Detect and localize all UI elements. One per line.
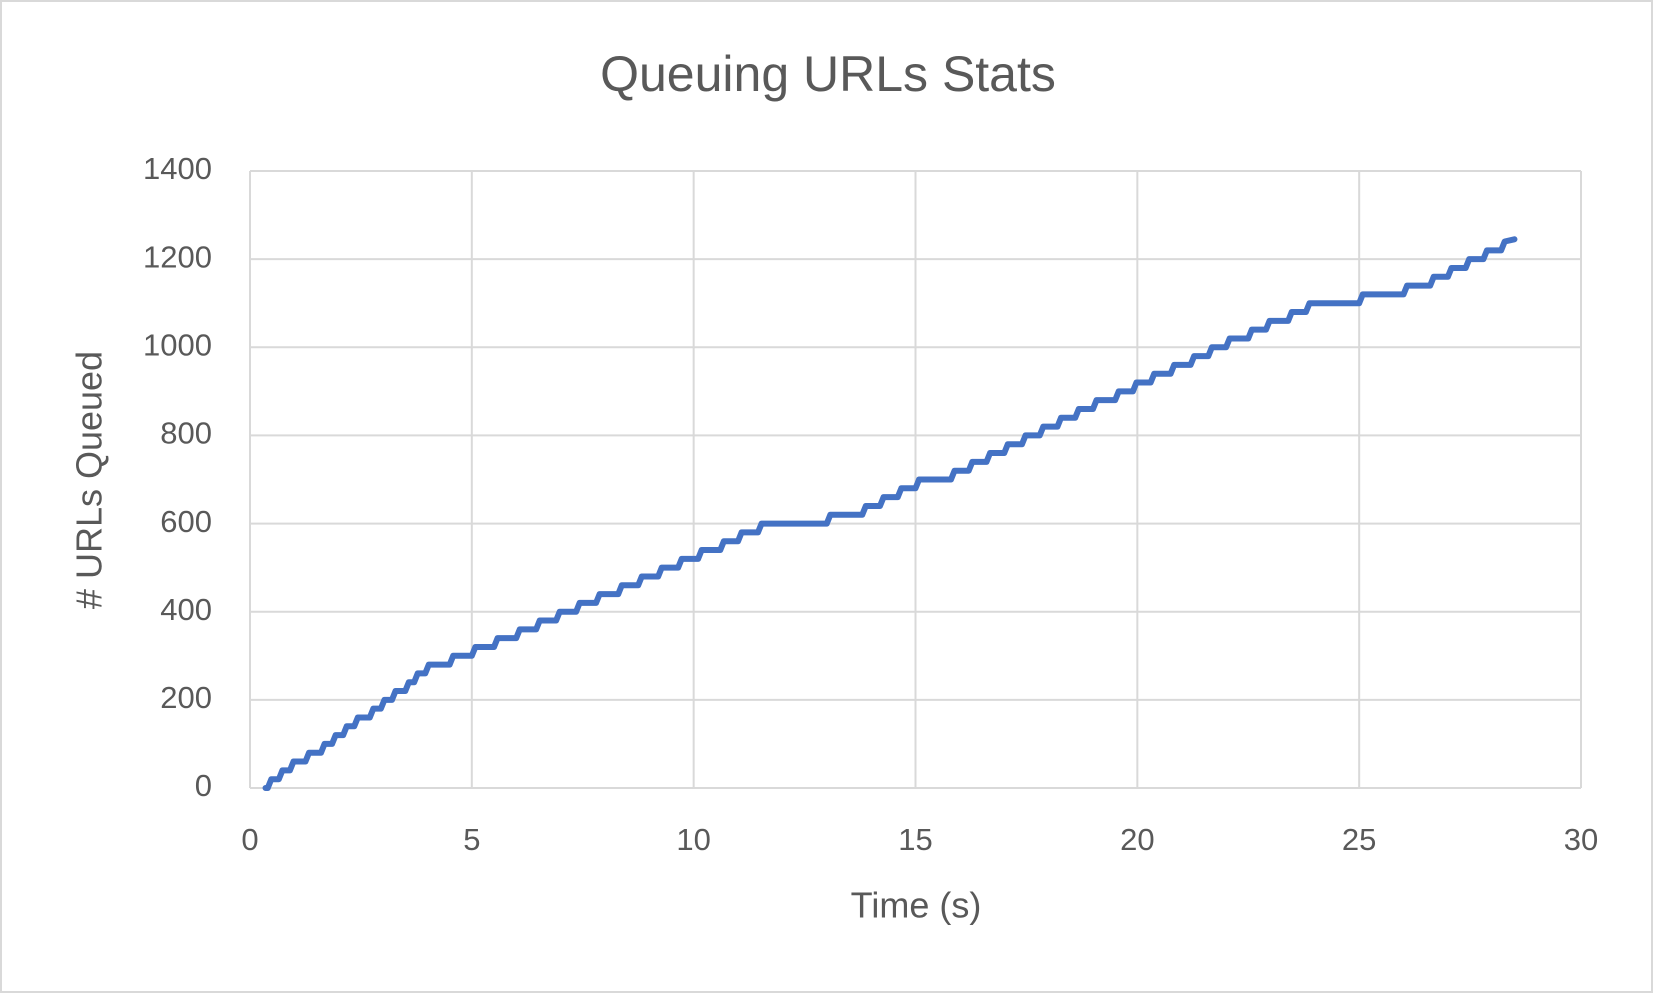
x-tick-label: 15 <box>898 822 932 857</box>
x-tick-label: 25 <box>1342 822 1376 857</box>
y-tick-label: 600 <box>160 504 212 539</box>
plot <box>262 236 1518 791</box>
x-tick-label: 10 <box>676 822 710 857</box>
y-tick-label: 1200 <box>143 239 212 274</box>
y-tick-label: 800 <box>160 416 212 451</box>
y-tick-label: 400 <box>160 592 212 627</box>
y-tick-label: 1000 <box>143 327 212 362</box>
y-tick-label: 0 <box>195 768 212 803</box>
x-tick-label: 0 <box>241 822 258 857</box>
x-tick-label: 5 <box>463 822 480 857</box>
y-axis-title: # URLs Queued <box>69 351 110 609</box>
grid: 0 200 400 600 800 1000 1200 1400 0 5 10 15 20 25 30 <box>143 151 1598 857</box>
x-tick-label: 20 <box>1120 822 1154 857</box>
x-axis-title: Time (s) <box>851 885 982 926</box>
y-tick-label: 1400 <box>143 151 212 186</box>
x-tick-label: 30 <box>1564 822 1598 857</box>
data-line <box>262 236 1518 791</box>
y-tick-label: 200 <box>160 680 212 715</box>
chart-title: Queuing URLs Stats <box>600 46 1056 102</box>
